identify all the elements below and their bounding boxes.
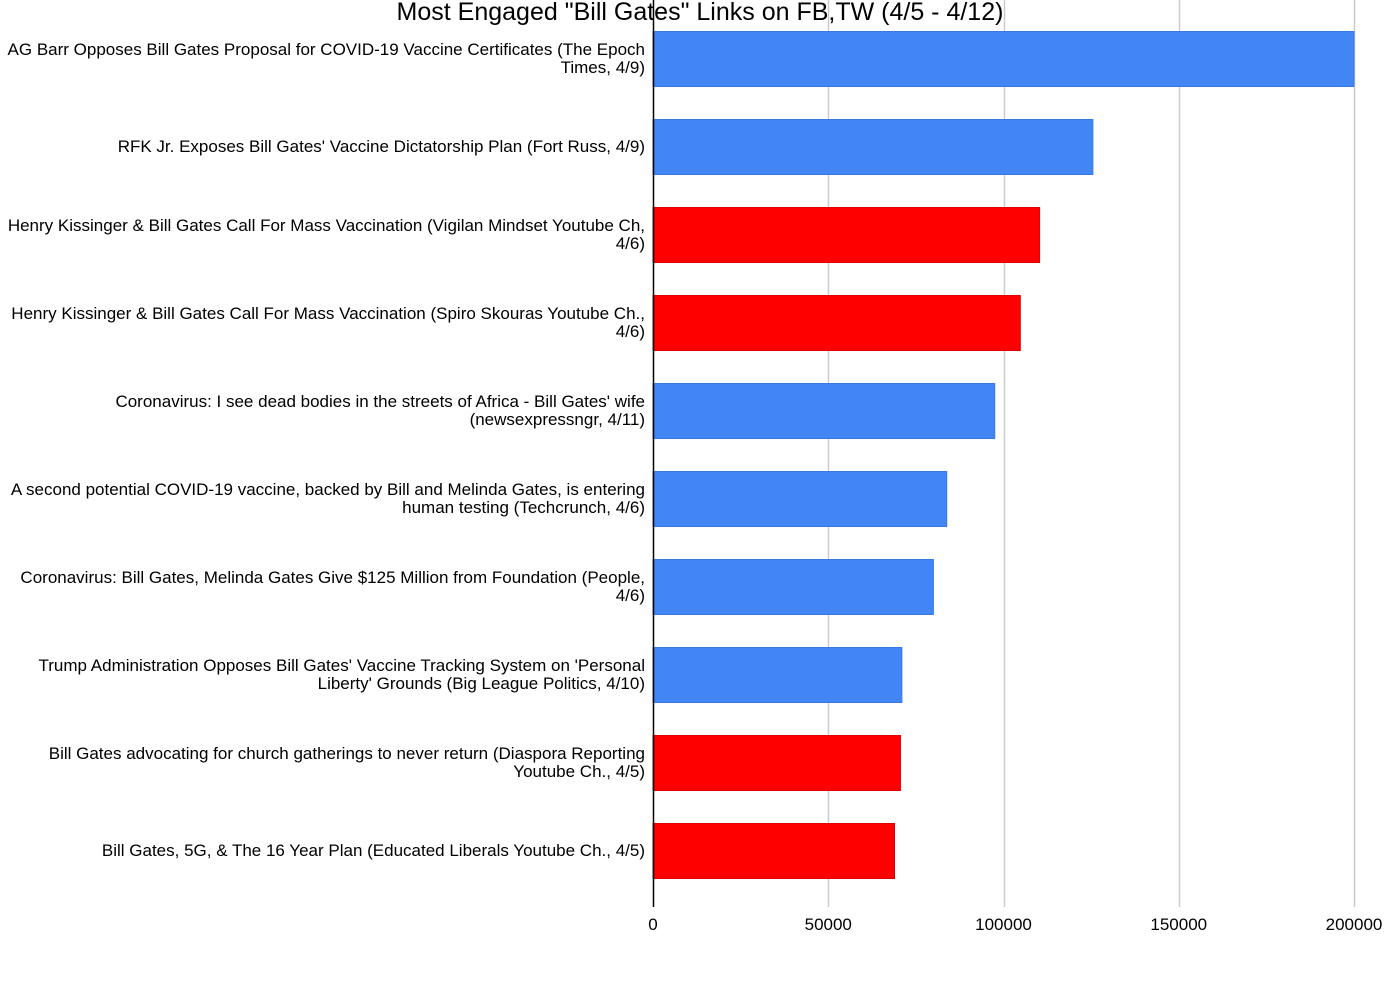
bar: [652, 735, 901, 791]
bar: [652, 207, 1041, 263]
x-tick-label: 100000: [975, 915, 1032, 934]
x-tick-label: 200000: [1325, 915, 1383, 934]
x-tick-label: 50000: [804, 915, 852, 934]
x-tick-label: 0: [648, 915, 658, 934]
category-label: Bill Gates, 5G, & The 16 Year Plan (Educ…: [101, 841, 645, 860]
bar: [652, 559, 934, 615]
category-label: A second potential COVID-19 vaccine, bac…: [10, 480, 645, 517]
bar: [652, 119, 1094, 175]
category-label: Coronavirus: I see dead bodies in the st…: [115, 392, 645, 429]
category-label: Bill Gates advocating for church gatheri…: [48, 744, 645, 781]
category-label: AG Barr Opposes Bill Gates Proposal for …: [7, 40, 645, 77]
category-label: Coronavirus: Bill Gates, Melinda Gates G…: [20, 568, 645, 605]
bar: [652, 383, 996, 439]
bar: [652, 295, 1021, 351]
category-label: Trump Administration Opposes Bill Gates'…: [38, 656, 645, 693]
bar: [652, 823, 895, 879]
category-label: RFK Jr. Exposes Bill Gates' Vaccine Dict…: [117, 137, 645, 156]
bar: [652, 471, 948, 527]
bar: [652, 31, 1355, 87]
bar: [652, 647, 903, 703]
category-label: Henry Kissinger & Bill Gates Call For Ma…: [11, 304, 645, 341]
category-label: Henry Kissinger & Bill Gates Call For Ma…: [7, 216, 645, 253]
chart-title: Most Engaged "Bill Gates" Links on FB,TW…: [396, 0, 1004, 26]
x-tick-label: 150000: [1150, 915, 1208, 934]
